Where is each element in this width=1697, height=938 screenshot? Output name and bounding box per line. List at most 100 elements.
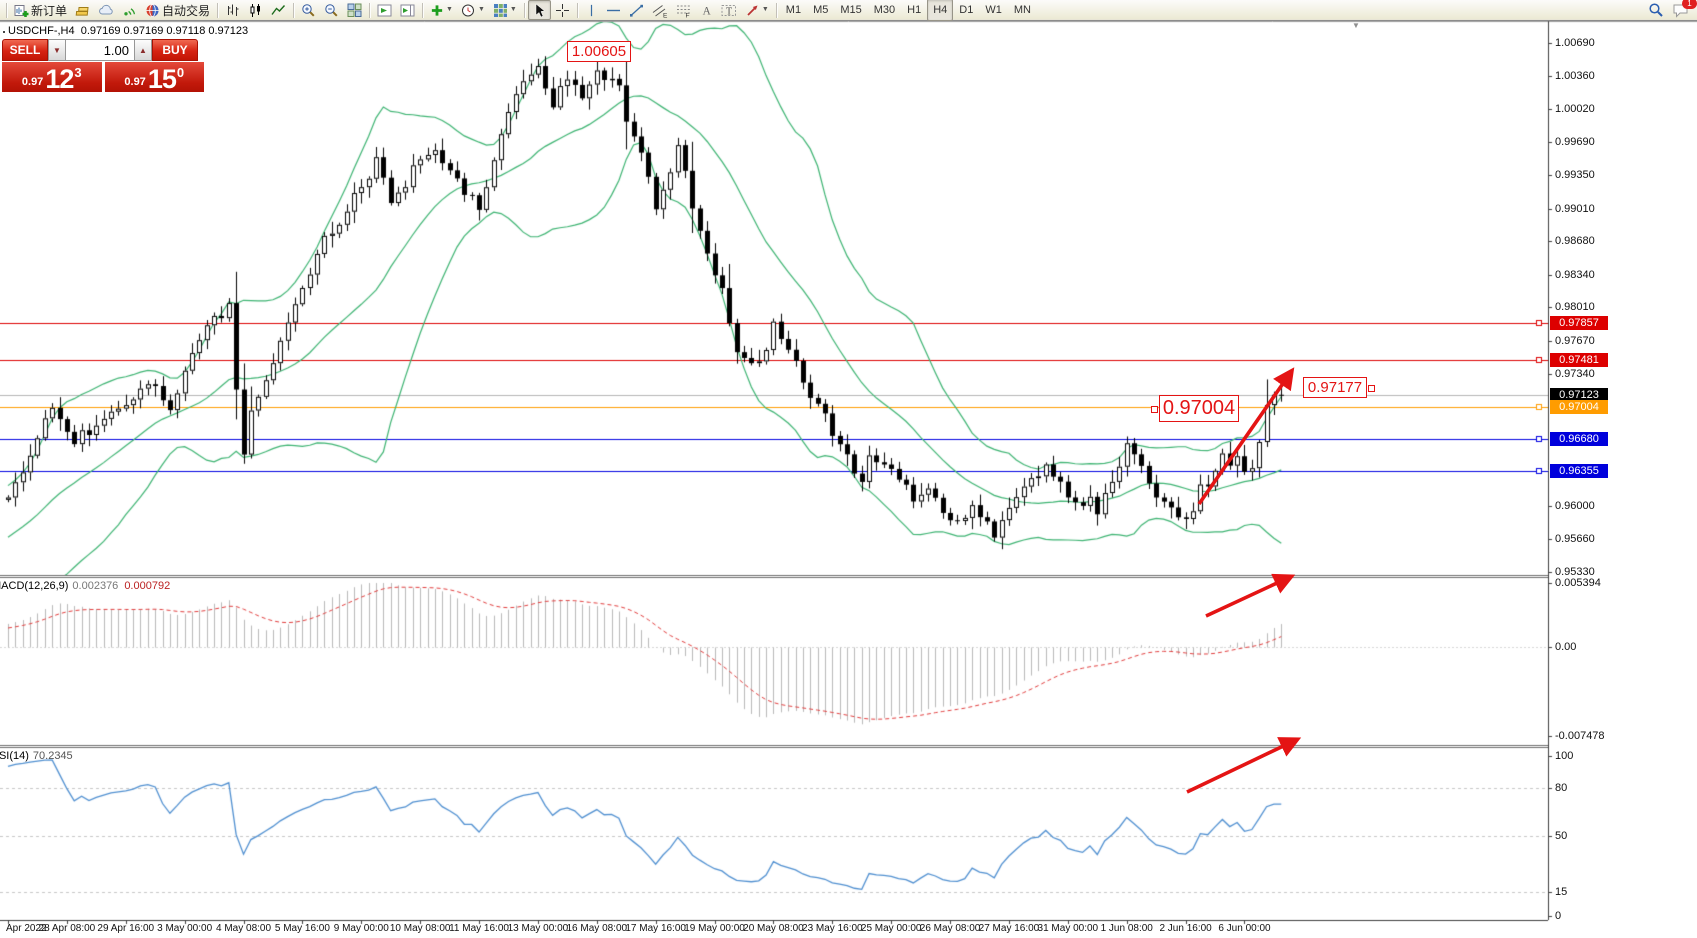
collapse-triangle-icon[interactable]: ▼ bbox=[1352, 21, 1360, 30]
time-tick-label: 1 Jun 08:00 bbox=[1100, 923, 1153, 934]
bar-chart-button[interactable] bbox=[221, 0, 244, 20]
buy-price-point: 0 bbox=[176, 65, 185, 80]
new-order-label: 新订单 bbox=[31, 3, 68, 18]
text-button[interactable]: A bbox=[696, 0, 717, 20]
rsi-name: RSI(14) bbox=[0, 750, 29, 762]
window-icon-dot bbox=[3, 31, 5, 33]
timeframe-m1[interactable]: M1 bbox=[785, 4, 802, 16]
time-tick-label: 5 May 16:00 bbox=[274, 923, 330, 934]
tile-windows-icon bbox=[347, 3, 362, 17]
timeframe-m15[interactable]: M15 bbox=[840, 4, 862, 16]
shapes-icon bbox=[747, 5, 758, 16]
timeframe-h4[interactable]: H4 bbox=[927, 0, 954, 21]
crosshair-icon bbox=[555, 3, 569, 17]
fibonacci-icon: F bbox=[676, 5, 690, 18]
price-badge: 0.96680 bbox=[1550, 431, 1608, 446]
fibonacci-button[interactable]: F bbox=[672, 0, 696, 20]
time-tick-label: 13 May 00:00 bbox=[507, 923, 569, 934]
sell-button[interactable]: SELL bbox=[2, 39, 48, 61]
volume-increase-button[interactable]: ▲ bbox=[134, 39, 152, 61]
auto-trading-button[interactable]: 自动交易 bbox=[141, 0, 214, 20]
time-tick-label: 16 May 08:00 bbox=[566, 923, 628, 934]
time-tick-label: 3 May 00:00 bbox=[157, 923, 213, 934]
rsi-tick-label: 100 bbox=[1555, 750, 1574, 762]
time-tick-label: 26 May 08:00 bbox=[919, 923, 981, 934]
add-indicator-icon bbox=[431, 4, 443, 16]
horizontal-line-button[interactable] bbox=[602, 0, 625, 20]
sell-price-point: 3 bbox=[74, 65, 82, 80]
price-tick-label: 0.99010 bbox=[1555, 202, 1595, 215]
price-annotation-box[interactable]: 0.97004 bbox=[1159, 395, 1239, 422]
cursor-button[interactable] bbox=[527, 0, 551, 20]
chart-shift-icon bbox=[400, 4, 415, 16]
volume-input[interactable] bbox=[66, 39, 134, 61]
new-order-button[interactable]: 新订单 bbox=[10, 0, 71, 20]
timeframe-m5[interactable]: M5 bbox=[813, 4, 829, 16]
timeframe-m30[interactable]: M30 bbox=[873, 4, 896, 16]
time-tick-label: 29 Apr 16:00 bbox=[97, 923, 155, 934]
auto-scroll-button[interactable] bbox=[373, 0, 396, 20]
vertical-line-button[interactable] bbox=[581, 0, 602, 20]
price-badge: 0.97857 bbox=[1550, 315, 1608, 330]
chat-button[interactable]: 1 bbox=[1668, 0, 1697, 20]
svg-text:F: F bbox=[685, 12, 689, 18]
add-indicator-button[interactable]: ▼ bbox=[426, 0, 457, 20]
time-tick-label: 10 May 08:00 bbox=[389, 923, 451, 934]
gold-bars-icon bbox=[75, 6, 89, 16]
new-order-icon bbox=[14, 4, 29, 17]
price-tick-label: 0.97670 bbox=[1555, 335, 1595, 348]
time-tick-label: 20 May 08:00 bbox=[743, 923, 804, 934]
toolbar-separator bbox=[6, 2, 7, 18]
buy-price-button[interactable]: 0.97 15 0 bbox=[104, 62, 204, 94]
cloud-button[interactable] bbox=[94, 0, 118, 20]
timeframe-w1[interactable]: W1 bbox=[985, 4, 1002, 16]
price-tick-label: 0.99350 bbox=[1555, 169, 1595, 182]
trendline-button[interactable] bbox=[625, 0, 648, 20]
line-chart-button[interactable] bbox=[267, 0, 290, 20]
zoom-in-button[interactable] bbox=[297, 0, 320, 20]
shapes-button[interactable]: ▼ bbox=[741, 0, 773, 20]
rsi-tick-label: 0 bbox=[1555, 910, 1562, 922]
tile-windows-button[interactable] bbox=[343, 0, 366, 20]
buy-price-pips: 15 bbox=[147, 64, 177, 94]
annotation-handle[interactable] bbox=[1368, 384, 1375, 392]
annotation-handle[interactable] bbox=[1151, 405, 1158, 413]
sell-price-button[interactable]: 0.97 12 3 bbox=[2, 62, 102, 93]
price-tick-label: 0.98340 bbox=[1555, 268, 1595, 281]
timeframe-h1[interactable]: H1 bbox=[907, 4, 922, 16]
candlestick-chart-button[interactable] bbox=[244, 0, 267, 20]
label-button[interactable]: T bbox=[717, 0, 741, 20]
volume-decrease-button[interactable]: ▼ bbox=[48, 39, 66, 61]
timeframe-mn[interactable]: MN bbox=[1013, 4, 1031, 16]
time-tick-label: 19 May 00:00 bbox=[684, 923, 745, 934]
label-icon: T bbox=[721, 4, 736, 17]
buy-button[interactable]: BUY bbox=[152, 39, 198, 61]
price-annotation-box[interactable]: 1.00605 bbox=[567, 41, 631, 62]
search-button[interactable] bbox=[1644, 0, 1668, 20]
price-tick-label: 0.95330 bbox=[1555, 565, 1595, 578]
toolbar-separator bbox=[293, 2, 295, 18]
channel-button[interactable]: E bbox=[648, 0, 672, 20]
signal-icon bbox=[124, 7, 136, 15]
toolbar-separator bbox=[369, 2, 371, 18]
toolbar-separator bbox=[576, 2, 578, 18]
auto-scroll-icon bbox=[377, 4, 392, 16]
price-badge: 0.97123 bbox=[1550, 388, 1608, 403]
price-badge: 0.96355 bbox=[1550, 463, 1608, 478]
toolbar-separator bbox=[422, 2, 424, 18]
time-tick-label: 6 Jun 00:00 bbox=[1218, 923, 1271, 934]
templates-button[interactable]: ▼ bbox=[489, 0, 521, 20]
rsi-tick-label: 80 bbox=[1555, 782, 1568, 794]
candlestick-chart-icon bbox=[250, 3, 261, 17]
timeframe-d1[interactable]: D1 bbox=[959, 4, 974, 16]
crosshair-button[interactable] bbox=[551, 0, 574, 20]
zoom-out-button[interactable] bbox=[320, 0, 343, 20]
signal-button[interactable] bbox=[118, 0, 141, 20]
price-annotation-box[interactable]: 0.97177 bbox=[1303, 377, 1367, 398]
price-tick-label: 0.99690 bbox=[1555, 135, 1595, 148]
price-tick-label: 0.96000 bbox=[1555, 499, 1595, 512]
periods-button[interactable]: ▼ bbox=[457, 0, 489, 20]
gold-bars-button[interactable] bbox=[71, 0, 94, 20]
chart-shift-button[interactable] bbox=[396, 0, 419, 20]
